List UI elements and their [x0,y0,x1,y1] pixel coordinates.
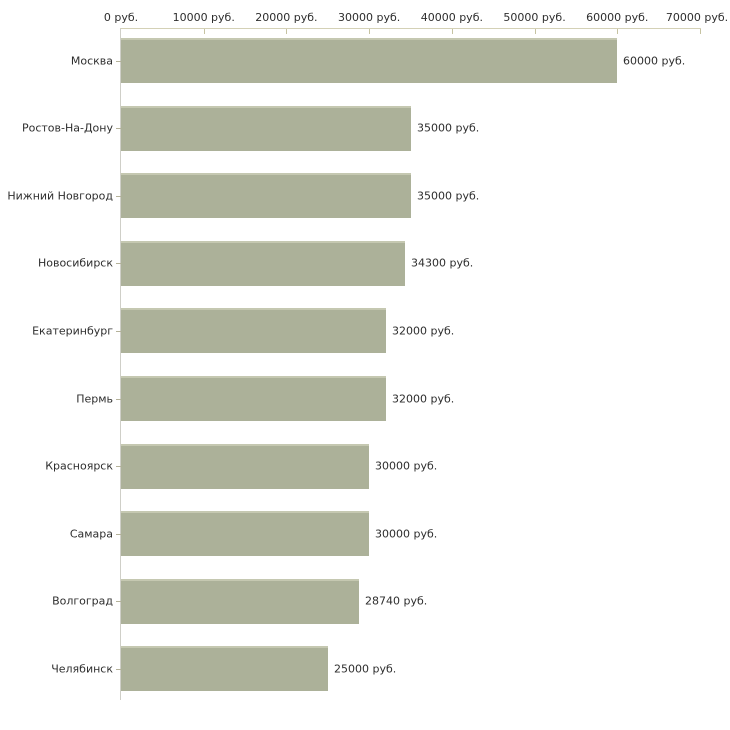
category-label: Красноярск [45,459,113,473]
bar-value-label: 32000 руб. [392,392,455,405]
x-axis-tick-mark [534,29,536,34]
category-tick-mark [116,128,121,130]
category-label: Екатеринбург [32,324,113,338]
bar [121,173,411,219]
category-tick-mark [116,533,121,535]
category-tick-mark [116,263,121,265]
category-tick-mark [116,60,121,62]
x-axis-tick-mark [700,29,701,34]
x-axis-tick-mark [617,29,619,34]
bar [121,308,386,354]
x-axis-tick-label: 30000 руб. [338,11,401,24]
bar-value-label: 60000 руб. [623,54,686,67]
x-axis-line [120,28,701,29]
x-axis-tick-label: 10000 руб. [172,11,235,24]
x-axis-tick-mark [451,29,453,34]
category-label: Пермь [76,392,113,405]
bar [121,511,369,557]
x-axis-tick-label: 0 руб. [103,11,139,24]
x-axis-tick-mark [286,29,288,34]
category-tick-mark [116,668,121,670]
bar-value-label: 30000 руб. [375,459,438,473]
bar [121,105,411,151]
bar-value-label: 35000 руб. [417,121,480,135]
x-axis-tick-label: 60000 руб. [586,11,649,24]
category-tick-mark [116,330,121,332]
bar-value-label: 28740 руб. [365,594,428,608]
category-tick-mark [116,398,121,400]
x-axis-tick-mark [203,29,205,34]
bar-value-label: 25000 руб. [334,662,397,676]
bar [121,38,617,83]
category-tick-mark [116,466,121,468]
bar [121,443,369,489]
category-label: Москва [70,54,113,67]
x-axis-tick-mark [369,29,371,34]
x-axis-tick-label: 50000 руб. [503,11,566,24]
category-label: Нижний Новгород [7,189,113,203]
bar [121,240,405,286]
bar-value-label: 32000 руб. [392,324,455,338]
category-label: Волгоград [52,594,113,608]
y-axis-line [120,28,121,700]
bar-value-label: 30000 руб. [375,527,438,541]
bar-value-label: 34300 руб. [411,256,474,270]
category-label: Новосибирск [37,256,113,270]
x-axis-tick-label: 40000 руб. [420,11,483,24]
x-axis-tick-label: 70000 руб. [665,11,729,24]
category-label: Ростов-На-Дону [21,121,113,135]
category-tick-mark [116,195,121,197]
bar [121,376,386,421]
x-axis-tick-label: 20000 руб. [255,11,318,24]
category-tick-mark [116,601,121,603]
category-label: Самара [69,527,113,541]
bar [121,646,328,692]
bar-value-label: 35000 руб. [417,189,480,203]
category-label: Челябинск [51,662,113,676]
bar [121,578,359,624]
